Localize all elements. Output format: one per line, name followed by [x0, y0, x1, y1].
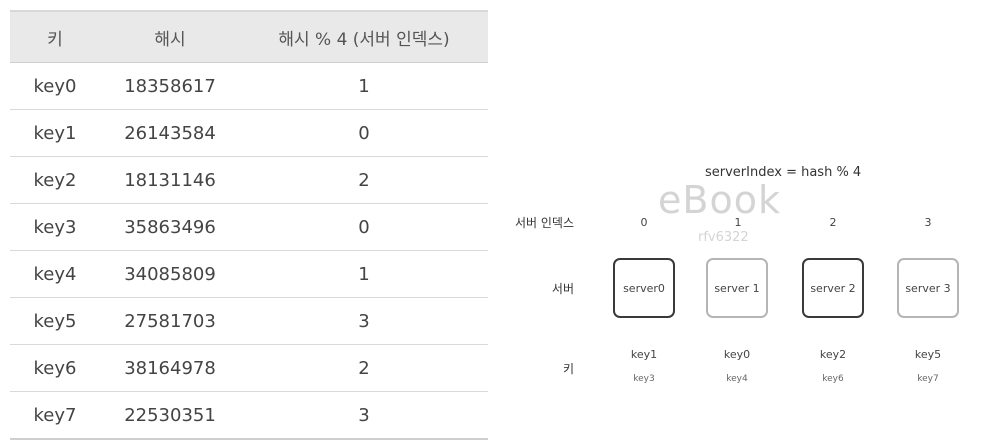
- table-header-row: 키 해시 해시 % 4 (서버 인덱스): [10, 10, 488, 63]
- cell-key: key6: [10, 344, 100, 392]
- server-3-key-b: key7: [917, 374, 939, 384]
- server-2-key-a: key2: [819, 348, 847, 361]
- watermark-id: rfv6322: [698, 230, 749, 245]
- cell-hash: 38164978: [100, 344, 240, 392]
- cell-index: 3: [240, 391, 488, 440]
- server-1-key-b: key4: [726, 374, 748, 384]
- server-3-key-a: key5: [914, 348, 942, 361]
- server-name: server 2: [810, 281, 856, 295]
- cell-hash: 18131146: [100, 156, 240, 204]
- server-0-key-b: key3: [633, 374, 655, 384]
- server-box-2: server 2: [802, 258, 864, 318]
- server-name: server 1: [714, 281, 760, 295]
- table-row: key7 22530351 3: [10, 391, 488, 440]
- cell-key: key1: [10, 109, 100, 157]
- server-box-1: server 1: [706, 258, 768, 318]
- cell-hash: 22530351: [100, 391, 240, 440]
- server-box-3: server 3: [897, 258, 959, 318]
- server-name: server0: [623, 281, 665, 295]
- cell-index: 2: [240, 344, 488, 392]
- server-mapping-diagram: eBook rfv6322 serverIndex = hash % 4 서버 …: [498, 150, 993, 400]
- cell-hash: 26143584: [100, 109, 240, 157]
- cell-hash: 18358617: [100, 62, 240, 110]
- server-index-0: 0: [640, 216, 648, 229]
- table-row: key5 27581703 3: [10, 297, 488, 345]
- cell-key: key4: [10, 250, 100, 298]
- cell-hash: 35863496: [100, 203, 240, 251]
- server-index-1: 1: [734, 216, 742, 229]
- cell-key: key5: [10, 297, 100, 345]
- watermark-logo: eBook: [658, 178, 781, 222]
- formula-label: serverIndex = hash % 4: [705, 165, 862, 180]
- hash-table: 키 해시 해시 % 4 (서버 인덱스) key0 18358617 1 key…: [10, 10, 488, 440]
- server-0-key-a: key1: [630, 348, 658, 361]
- cell-index: 2: [240, 156, 488, 204]
- cell-key: key3: [10, 203, 100, 251]
- header-hash: 해시: [100, 10, 240, 63]
- server-box-0: server0: [613, 258, 675, 318]
- cell-index: 0: [240, 203, 488, 251]
- server-index-2: 2: [829, 216, 837, 229]
- server-index-3: 3: [924, 216, 932, 229]
- cell-index: 1: [240, 62, 488, 110]
- header-server-index: 해시 % 4 (서버 인덱스): [240, 10, 488, 63]
- header-key: 키: [10, 10, 100, 63]
- cell-key: key2: [10, 156, 100, 204]
- cell-hash: 34085809: [100, 250, 240, 298]
- server-label: 서버: [551, 282, 574, 296]
- table-row: key0 18358617 1: [10, 62, 488, 110]
- table-row: key1 26143584 0: [10, 109, 488, 157]
- cell-index: 3: [240, 297, 488, 345]
- cell-key: key7: [10, 391, 100, 440]
- table-row: key2 18131146 2: [10, 156, 488, 204]
- table-row: key3 35863496 0: [10, 203, 488, 251]
- table-row: key4 34085809 1: [10, 250, 488, 298]
- server-index-label: 서버 인덱스: [514, 216, 574, 230]
- cell-index: 0: [240, 109, 488, 157]
- key-label: 키: [562, 362, 574, 376]
- server-1-key-a: key0: [723, 348, 751, 361]
- server-name: server 3: [905, 281, 951, 295]
- cell-key: key0: [10, 62, 100, 110]
- cell-hash: 27581703: [100, 297, 240, 345]
- cell-index: 1: [240, 250, 488, 298]
- table-row: key6 38164978 2: [10, 344, 488, 392]
- server-2-key-b: key6: [822, 374, 844, 384]
